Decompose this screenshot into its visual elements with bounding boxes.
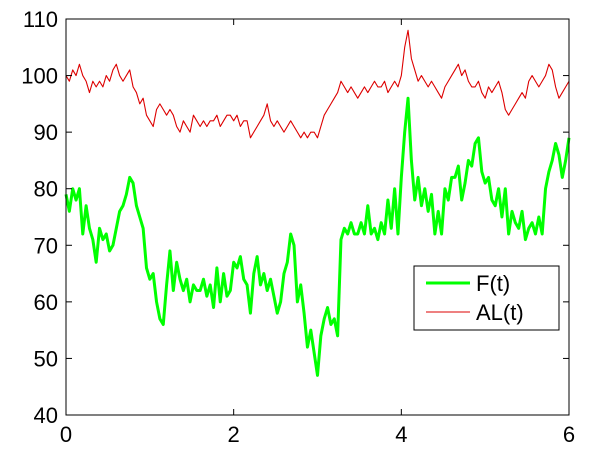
y-tick-label: 60: [34, 290, 58, 315]
series-layer: [64, 29, 571, 377]
plot-frame: [65, 18, 570, 416]
x-axis: 0 2 4 6: [60, 19, 575, 447]
y-tick-label: 90: [34, 120, 58, 145]
legend: F(t) AL(t): [413, 265, 560, 331]
legend-box: [413, 265, 560, 331]
y-tick-label: 70: [34, 233, 58, 258]
x-tick-label: 6: [563, 422, 575, 447]
x-tick-label: 0: [60, 422, 72, 447]
x-tick-label: 2: [228, 422, 240, 447]
y-tick-label: 50: [34, 346, 58, 371]
y-tick-label: 40: [34, 403, 58, 428]
y-tick-label: 80: [34, 177, 58, 202]
series-line-al: [65, 29, 570, 139]
series-line-f: [64, 96, 571, 377]
y-tick-label: 110: [23, 7, 58, 32]
legend-label-f: F(t): [476, 271, 510, 296]
x-tick-label: 4: [395, 422, 407, 447]
y-axis: 40 50 60 70 80 90 100 110: [21, 7, 569, 428]
y-tick-label: 100: [21, 64, 58, 89]
legend-label-al: AL(t): [476, 300, 524, 325]
